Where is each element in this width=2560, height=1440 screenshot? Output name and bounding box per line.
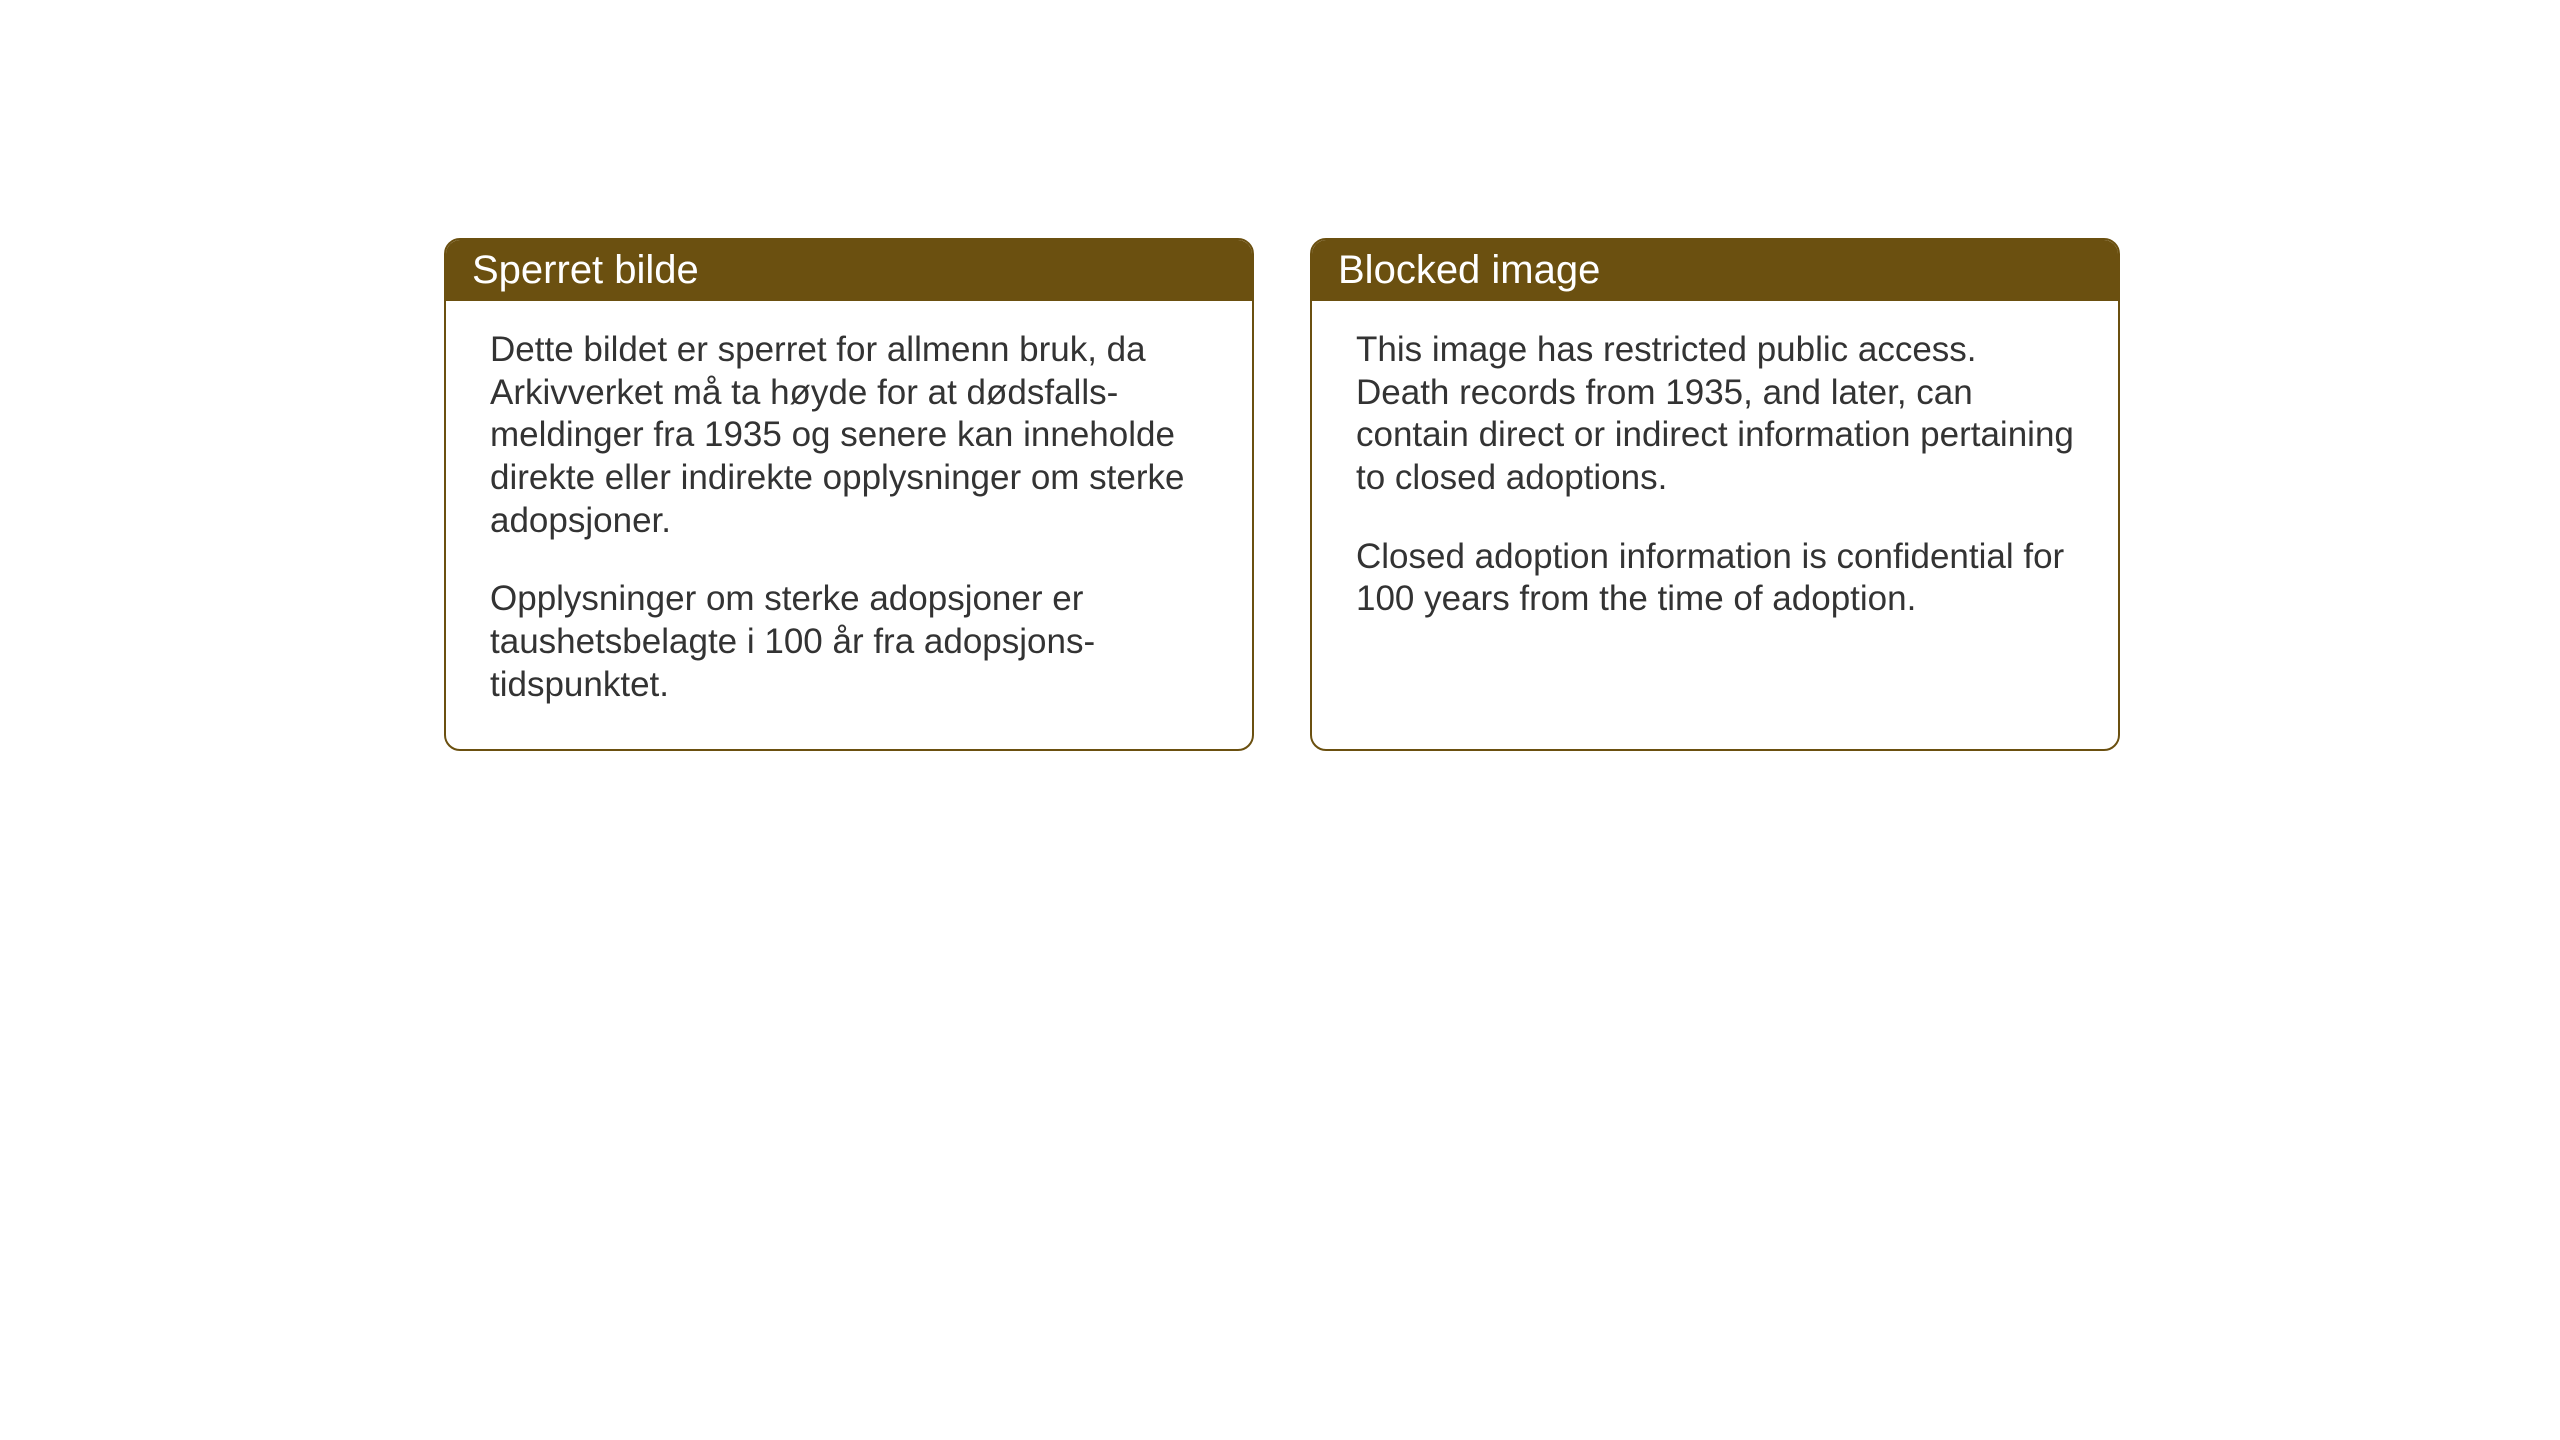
card-title-norwegian: Sperret bilde	[472, 248, 699, 292]
card-body-english: This image has restricted public access.…	[1312, 301, 2118, 749]
card-header-english: Blocked image	[1312, 240, 2118, 301]
card-body-norwegian: Dette bildet er sperret for allmenn bruk…	[446, 301, 1252, 749]
card-paragraph-norwegian-2: Opplysninger om sterke adopsjoner er tau…	[490, 578, 1208, 706]
card-paragraph-english-1: This image has restricted public access.…	[1356, 329, 2074, 500]
card-title-english: Blocked image	[1338, 248, 1600, 292]
card-paragraph-norwegian-1: Dette bildet er sperret for allmenn bruk…	[490, 329, 1208, 542]
card-header-norwegian: Sperret bilde	[446, 240, 1252, 301]
card-paragraph-english-2: Closed adoption information is confident…	[1356, 536, 2074, 621]
notice-container: Sperret bilde Dette bildet er sperret fo…	[444, 238, 2120, 751]
notice-card-english: Blocked image This image has restricted …	[1310, 238, 2120, 751]
notice-card-norwegian: Sperret bilde Dette bildet er sperret fo…	[444, 238, 1254, 751]
